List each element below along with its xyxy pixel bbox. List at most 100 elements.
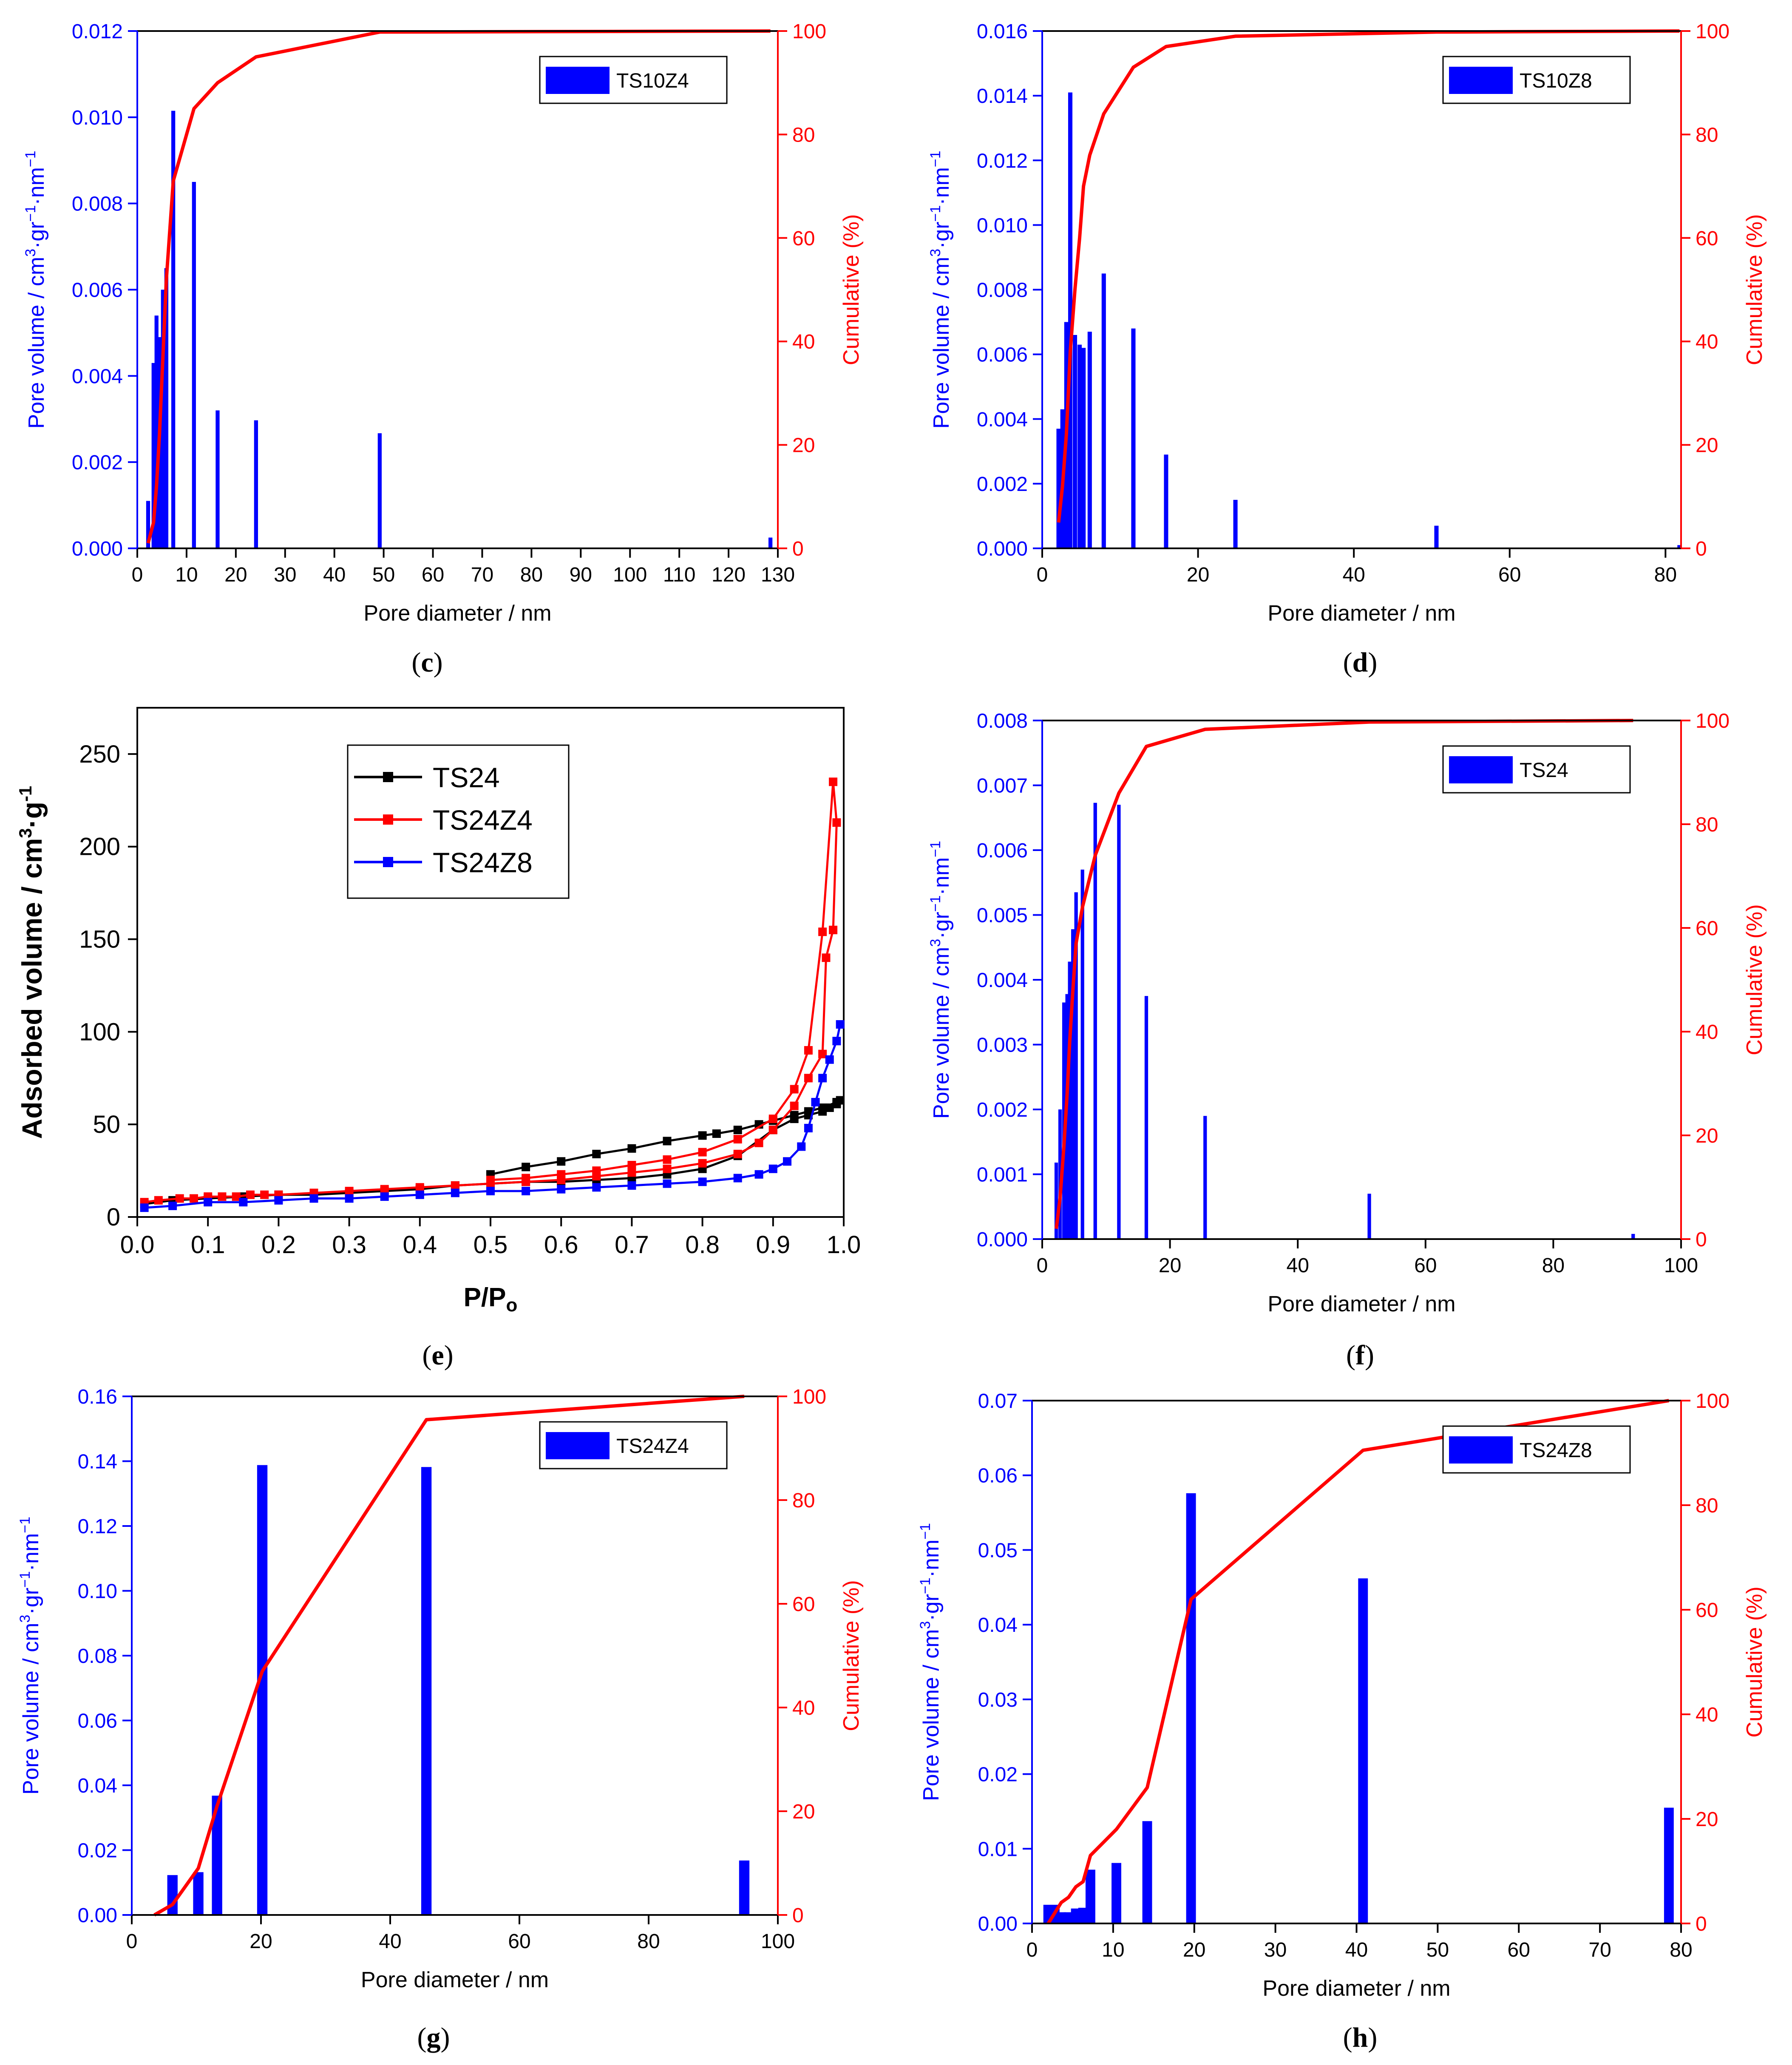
series-point — [260, 1190, 269, 1199]
y-axis-title: Pore volume / cm3·gr−1·nm−1 — [23, 150, 49, 428]
legend-swatch — [1449, 1436, 1513, 1464]
series-point — [522, 1163, 530, 1171]
series-point — [804, 1046, 813, 1055]
y-axis-title-sup2: −1 — [927, 205, 944, 222]
x-axis-title-main: P/P — [464, 1283, 506, 1312]
y2-axis-title: Cumulative (%) — [839, 214, 864, 365]
x-axis-title: Pore diameter / nm — [1262, 1976, 1450, 2001]
series-point — [522, 1174, 530, 1183]
y-tick-label: 0.00 — [78, 1904, 117, 1927]
cumulative-line — [1046, 1399, 1670, 1925]
series-point — [790, 1111, 799, 1120]
y2-tick-label: 80 — [792, 124, 815, 146]
x-tick-label: 40 — [1287, 1254, 1309, 1277]
panel-label-close: ) — [441, 2022, 450, 2053]
series-point — [309, 1194, 318, 1203]
x-axis-title: P/Po — [464, 1283, 518, 1316]
y-tick-label: 0.06 — [78, 1710, 117, 1733]
y2-axis-title: Cumulative (%) — [1742, 1586, 1767, 1737]
y-tick-label: 0.08 — [78, 1645, 117, 1668]
series-point — [154, 1196, 163, 1205]
series-point — [698, 1148, 707, 1157]
y-tick-label: 0.008 — [72, 193, 123, 216]
panel-d: 0 20 40 60 80 0.000 0.002 0.004 0.006 0.008 0.010 0… — [927, 20, 1767, 678]
x-tick-label: 130 — [761, 564, 795, 586]
series-point — [218, 1192, 227, 1201]
series-point — [557, 1157, 566, 1166]
series-point — [790, 1101, 799, 1110]
x-tick-label: 60 — [1414, 1254, 1437, 1277]
y-axis-title-sup2: −1 — [17, 1571, 33, 1588]
y-axis-title-sup: 3 — [15, 828, 35, 838]
panel-label-open: ( — [411, 647, 421, 678]
x-tick-label: 0 — [132, 564, 143, 586]
series-point — [663, 1155, 672, 1164]
y-tick-label: 100 — [79, 1018, 120, 1046]
x-tick-label: 80 — [520, 564, 543, 586]
bar — [146, 501, 150, 548]
y2-tick-label: 20 — [1696, 434, 1718, 457]
legend-label: TS24Z4 — [433, 804, 533, 836]
y2-tick-label: 100 — [1696, 710, 1730, 732]
bar — [1358, 1578, 1368, 1923]
y-tick-label: 0.01 — [978, 1838, 1018, 1861]
series-point — [733, 1149, 742, 1158]
series-line-TS24Z8 — [144, 1024, 842, 1209]
y-axis-title-mid: ·gr — [929, 222, 954, 249]
x-tick-label: 40 — [323, 564, 346, 586]
series-point — [832, 1037, 841, 1046]
series-point — [451, 1181, 459, 1190]
series-point — [663, 1179, 672, 1188]
bar — [1367, 1194, 1371, 1239]
panel-label-open: ( — [1343, 647, 1353, 678]
series-point — [627, 1161, 636, 1170]
panel-label: (h) — [1343, 2022, 1378, 2053]
x-tick-label: 0.4 — [403, 1231, 437, 1259]
bar — [1068, 962, 1072, 1239]
series-point — [663, 1137, 672, 1146]
y-tick-label: 0.016 — [977, 20, 1028, 43]
bar — [1101, 273, 1106, 548]
series-point — [733, 1174, 742, 1183]
x-tick-label: 20 — [1183, 1939, 1205, 1961]
series-point — [175, 1194, 184, 1203]
series-point — [698, 1131, 707, 1140]
series-point — [663, 1164, 672, 1173]
panel-label-open: ( — [417, 2022, 427, 2053]
bar — [1186, 1493, 1196, 1923]
x-tick-label: 60 — [1508, 1939, 1530, 1961]
y2-tick-label: 0 — [792, 538, 804, 560]
y-axis-title-sup2: −1 — [927, 895, 944, 912]
bar — [1081, 348, 1086, 548]
x-tick-label: 0.0 — [120, 1231, 155, 1259]
panel-g: 0 20 40 60 80 100 0.00 0.02 0.04 0.06 0.08 0.10 0.12… — [17, 1386, 864, 2053]
series-point — [189, 1194, 198, 1203]
cumulative-line — [1057, 29, 1680, 523]
panel-label-open: ( — [1346, 1340, 1355, 1371]
x-tick-label: 30 — [1264, 1939, 1287, 1961]
y-tick-label: 0.10 — [78, 1580, 117, 1603]
panel-label-close: ) — [434, 647, 443, 678]
x-tick-label: 70 — [1588, 1939, 1611, 1961]
y-tick-label: 0.000 — [977, 538, 1028, 560]
x-tick-label: 0.8 — [685, 1231, 720, 1259]
panel-c: 0 10 20 30 40 50 60 70 80 90 100 110 120 1300.0000.00… — [23, 20, 864, 678]
cumulative-line — [146, 29, 771, 544]
series-point — [486, 1187, 495, 1196]
y-axis-title-base: Pore volume / cm — [929, 257, 954, 429]
y2-tick-label: 20 — [792, 1801, 815, 1823]
y-tick-label: 0.00 — [978, 1913, 1018, 1935]
bar — [215, 410, 220, 548]
legend-label: TS10Z4 — [616, 70, 689, 92]
y-tick-label: 0.03 — [978, 1689, 1018, 1711]
y-tick-label: 0.012 — [977, 150, 1028, 172]
y2-tick-label: 40 — [1696, 1021, 1718, 1044]
panel-label: (f) — [1346, 1340, 1374, 1371]
y2-tick-label: 100 — [1696, 20, 1730, 43]
y2-axis-title: Cumulative (%) — [839, 1580, 864, 1731]
y-tick-label: 0.006 — [977, 840, 1028, 862]
y-tick-label: 0.006 — [72, 279, 123, 302]
series-point — [232, 1192, 241, 1201]
y-tick-label: 150 — [79, 926, 120, 953]
